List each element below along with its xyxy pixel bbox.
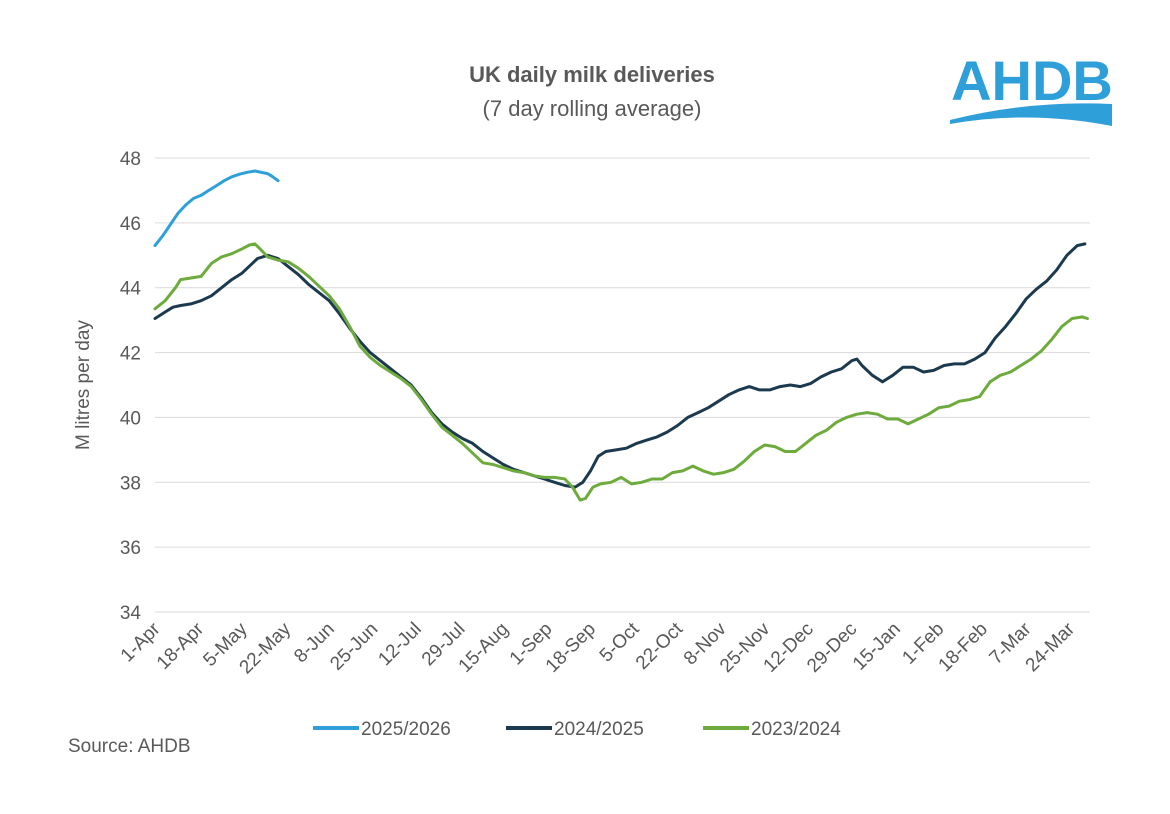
y-tick-44: 44 <box>120 279 142 300</box>
series-line-2024/2025 <box>153 242 1087 489</box>
x-tick-18-Sep: 18-Sep <box>542 619 600 677</box>
legend-label-2025/2026: 2025/2026 <box>361 719 451 740</box>
y-axis-label: M litres per day <box>73 320 94 450</box>
y-tick-38: 38 <box>120 473 141 494</box>
series-lines <box>153 169 1089 502</box>
x-tick-18-Apr: 18-Apr <box>153 618 209 674</box>
series-line-2025/2026 <box>153 169 280 248</box>
x-tick-12-Jul: 12-Jul <box>374 619 425 670</box>
legend-label-2024/2025: 2024/2025 <box>554 719 644 740</box>
x-tick-24-Mar: 24-Mar <box>1022 618 1080 676</box>
y-tick-40: 40 <box>120 408 141 429</box>
x-tick-18-Feb: 18-Feb <box>935 619 992 676</box>
y-tick-42: 42 <box>120 344 141 365</box>
source-label: Source: AHDB <box>68 736 191 757</box>
y-tick-46: 46 <box>120 214 141 235</box>
x-tick-25-Jun: 25-Jun <box>326 619 382 675</box>
x-tick-22-Oct: 22-Oct <box>632 618 688 674</box>
y-tick-36: 36 <box>120 538 141 559</box>
x-tick-labels: 1-Apr18-Apr5-May22-May8-Jun25-Jun12-Jul2… <box>117 618 1080 678</box>
ahdb-logo: AHDB <box>950 49 1113 126</box>
x-tick-29-Dec: 29-Dec <box>803 619 861 677</box>
y-tick-labels: 34 36 38 40 42 44 46 48 <box>120 149 142 624</box>
legend: 2025/2026 2024/2025 2023/2024 <box>313 719 841 740</box>
x-tick-15-Jan: 15-Jan <box>849 619 905 675</box>
x-tick-15-Aug: 15-Aug <box>455 619 513 677</box>
chart-subtitle: (7 day rolling average) <box>483 96 702 121</box>
series-line-2023/2024 <box>153 242 1089 502</box>
y-tick-48: 48 <box>120 149 141 170</box>
legend-label-2023/2024: 2023/2024 <box>751 719 841 740</box>
chart-title: UK daily milk deliveries <box>469 62 715 87</box>
logo-text: AHDB <box>951 49 1113 112</box>
y-tick-34: 34 <box>120 603 142 624</box>
grid-lines <box>155 157 1090 613</box>
logo-wave-icon <box>950 103 1112 126</box>
